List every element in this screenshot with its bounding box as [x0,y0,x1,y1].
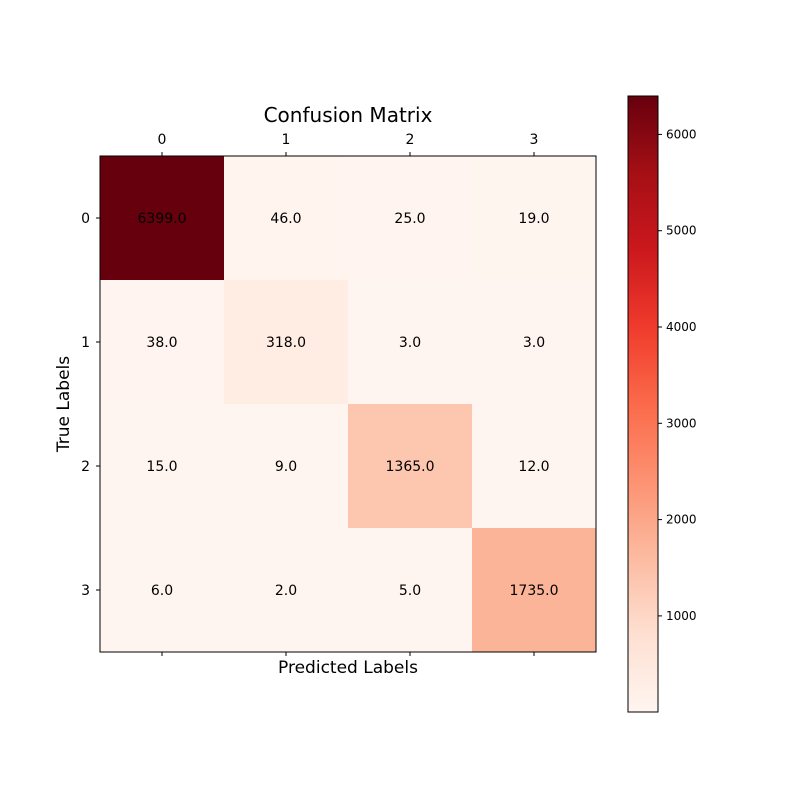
cell-value-label: 19.0 [518,211,549,227]
cell-value-label: 2.0 [275,583,297,599]
heatmap-cell [224,280,349,405]
x-tick-label: 2 [406,132,415,148]
heatmap-cell [224,156,349,281]
x-tick-label: 1 [282,132,291,148]
colorbar-ticks: 1000 2000 3000 4000 5000 6000 [658,127,697,623]
heatmap-cell [224,528,349,653]
x-axis-label: Predicted Labels [278,658,418,678]
heatmap-cell [472,280,597,405]
colorbar-tick-label: 4000 [666,320,697,334]
colorbar-tick-label: 3000 [666,416,697,430]
cell-value-label: 25.0 [394,211,425,227]
heatmap-cell [472,156,597,281]
heatmap-cell-labels: 6399.0 46.0 25.0 19.0 38.0 318.0 3.0 3.0 15.0 9.0… [138,211,559,599]
y-axis-ticks: 0 1 2 3 [81,211,100,599]
heatmap-cell [100,404,225,529]
y-tick-label: 2 [81,459,90,475]
cell-value-label: 9.0 [275,459,297,475]
y-axis-label: True Labels [54,356,74,453]
cell-value-label: 46.0 [270,211,301,227]
y-tick-label: 0 [81,211,90,227]
cell-value-label: 5.0 [399,583,421,599]
cell-value-label: 38.0 [146,335,177,351]
colorbar [627,95,659,713]
cell-value-label: 3.0 [399,335,421,351]
heatmap-cell [472,404,597,529]
heatmap-cells [100,156,597,653]
chart-title: Confusion Matrix [264,103,433,127]
heatmap-cell [100,528,225,653]
cell-value-label: 1365.0 [386,459,435,475]
cell-value-label: 318.0 [266,335,306,351]
plot-frame [99,155,597,653]
heatmap-cell [348,528,473,653]
heatmap-cell [348,156,473,281]
cell-value-label: 12.0 [518,459,549,475]
colorbar-tick-label: 2000 [666,513,697,527]
cell-value-label: 6399.0 [138,211,187,227]
cell-value-label: 1735.0 [510,583,559,599]
heatmap-cell [100,280,225,405]
colorbar-tick-label: 1000 [666,609,697,623]
colorbar-tick-label: 6000 [666,127,697,141]
y-tick-label: 3 [81,583,90,599]
cell-value-label: 15.0 [146,459,177,475]
heatmap-cell [348,404,473,529]
x-axis-ticks: 0 1 2 3 [158,132,539,656]
cell-value-label: 3.0 [523,335,545,351]
heatmap-cell [100,156,225,281]
x-tick-label: 3 [530,132,539,148]
x-tick-label: 0 [158,132,167,148]
heatmap-cell [472,528,597,653]
y-tick-label: 1 [81,335,90,351]
heatmap-cell [348,280,473,405]
cell-value-label: 6.0 [151,583,173,599]
colorbar-tick-label: 5000 [666,224,697,238]
heatmap-cell [224,404,349,529]
